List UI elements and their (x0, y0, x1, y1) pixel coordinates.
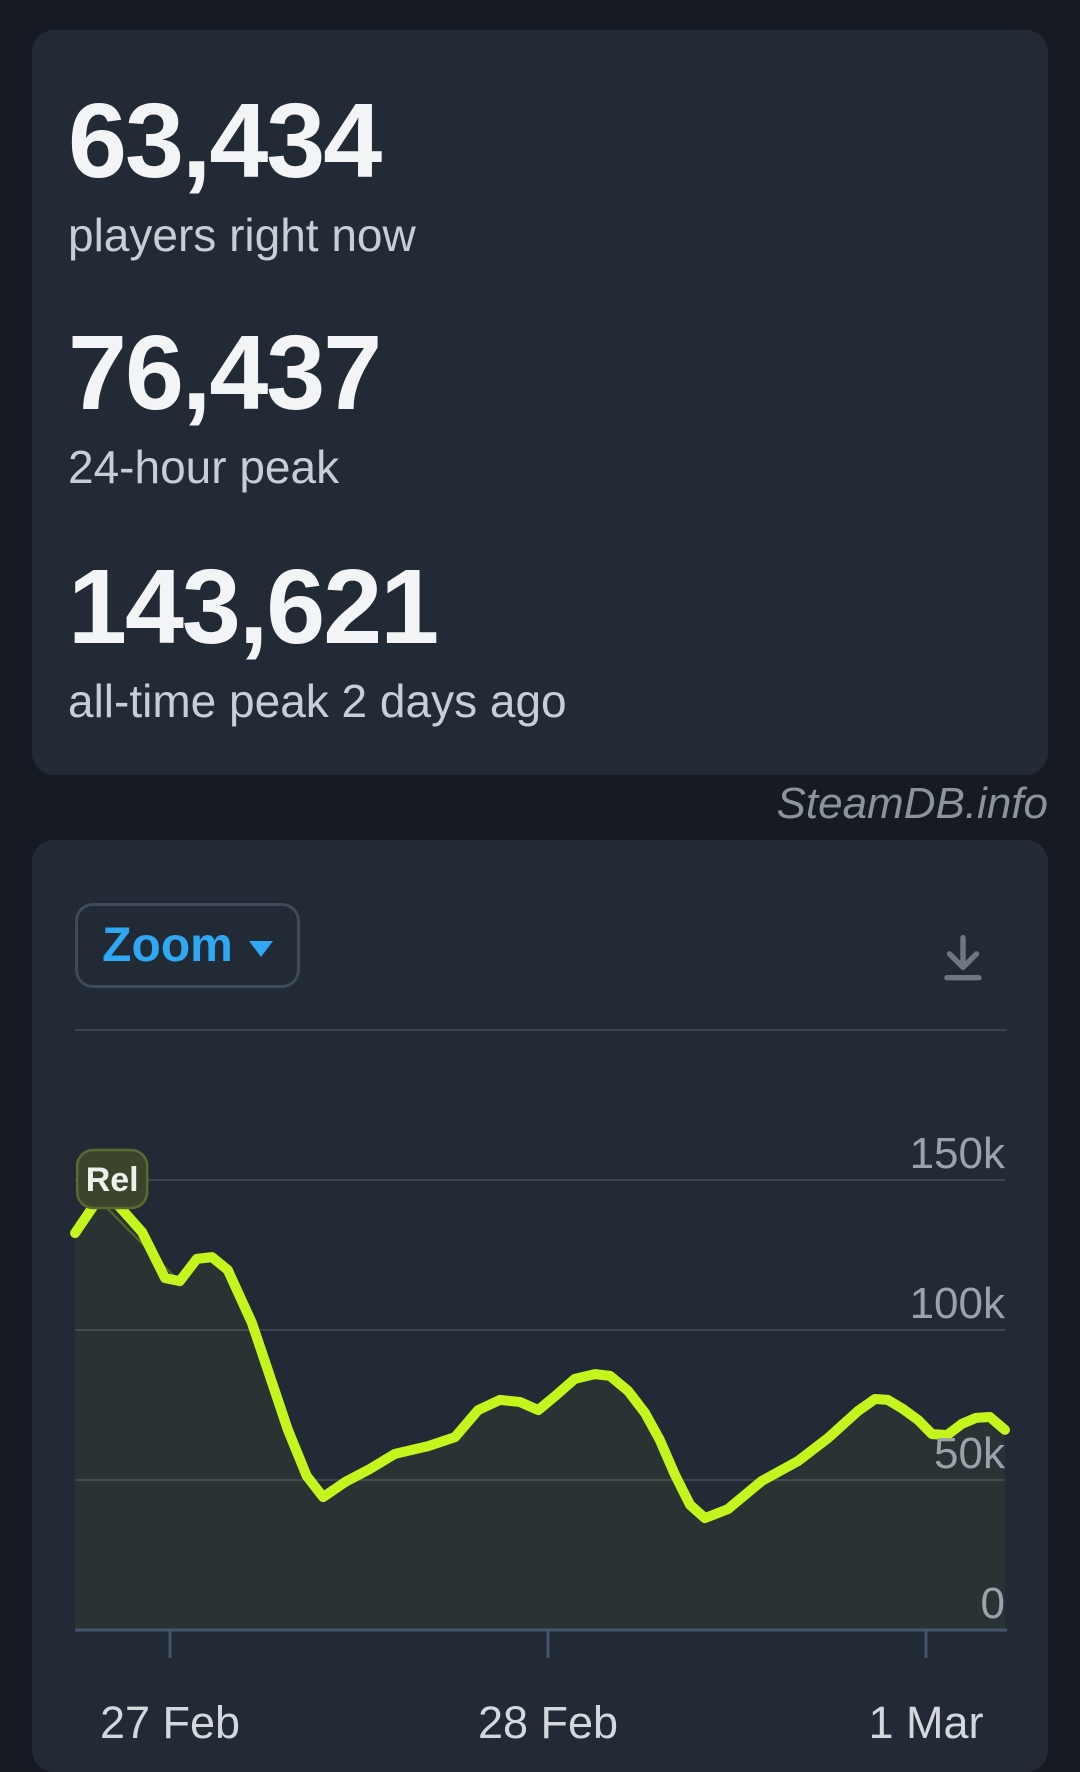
download-icon (944, 934, 982, 981)
steamdb-watermark: SteamDB.info (776, 779, 1048, 828)
all-time-peak-value: 143,621 (68, 548, 439, 666)
series-line-players (70, 1194, 1010, 1524)
release-flag-badge[interactable] (75, 1148, 149, 1210)
players-chart-card: Zoom 150k 100k 50k 0 27 Feb 28 Feb 1 Mar Rel (32, 840, 1048, 1772)
x-axis-label: 27 Feb (100, 1697, 240, 1748)
release-flag-stem (97, 1198, 178, 1280)
x-axis-label: 1 Mar (868, 1697, 983, 1748)
player-stats-card: 63,434 players right now 76,437 24-hour … (32, 30, 1048, 775)
y-axis-label: 100k (910, 1279, 1006, 1328)
current-players-value: 63,434 (68, 82, 382, 200)
y-axis-label: 0 (981, 1579, 1005, 1628)
peak-24h-label: 24-hour peak (68, 441, 340, 493)
download-chart-button[interactable] (932, 926, 994, 988)
current-players-label: players right now (68, 209, 416, 261)
y-axis-label: 50k (934, 1429, 1006, 1478)
peak-24h-value: 76,437 (68, 314, 382, 432)
zoom-button-label: Zoom (102, 918, 233, 972)
toolbar-divider (75, 1029, 1007, 1031)
chevron-down-icon (248, 940, 273, 957)
release-flag-label: Rel (86, 1161, 139, 1199)
players-line-chart[interactable]: 150k 100k 50k 0 27 Feb 28 Feb 1 Mar Rel (32, 840, 1048, 1772)
all-time-peak-label: all-time peak 2 days ago (68, 675, 567, 727)
y-axis-label: 150k (910, 1129, 1006, 1178)
x-axis-label: 28 Feb (478, 1697, 618, 1748)
zoom-dropdown-button[interactable]: Zoom (75, 903, 300, 988)
